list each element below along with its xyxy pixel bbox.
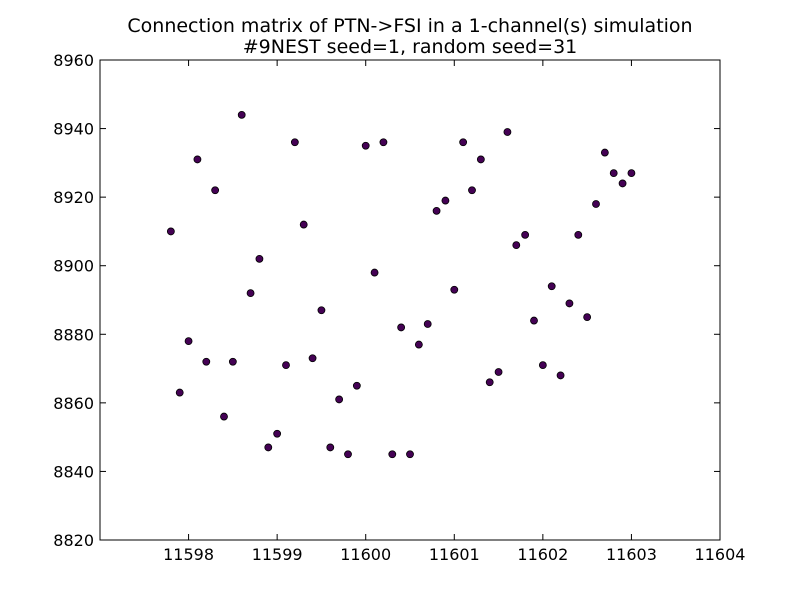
y-tick-label: 8900 — [53, 257, 94, 276]
data-point — [344, 450, 352, 459]
data-point — [175, 388, 184, 397]
x-tick-label: 11598 — [163, 545, 214, 564]
data-point — [450, 285, 459, 294]
data-point — [503, 128, 512, 136]
y-tick-label: 8960 — [53, 51, 94, 70]
data-point — [202, 357, 211, 366]
data-point — [609, 169, 618, 178]
data-point — [476, 155, 485, 164]
data-point — [290, 138, 299, 147]
data-point — [228, 357, 237, 366]
data-point — [299, 220, 308, 229]
data-point — [468, 186, 476, 195]
y-tick-label: 8840 — [53, 462, 94, 481]
data-point — [600, 148, 609, 157]
data-point — [388, 450, 397, 459]
plot-area — [99, 59, 721, 541]
data-point — [184, 337, 193, 346]
data-point — [352, 381, 361, 390]
x-tick-label: 11603 — [606, 545, 657, 564]
data-point — [512, 241, 521, 250]
data-point — [485, 378, 494, 387]
data-point — [441, 196, 450, 205]
x-tick-label: 11602 — [517, 545, 568, 564]
data-point — [521, 230, 530, 239]
x-tick-label: 11600 — [340, 545, 391, 564]
y-tick-label: 8940 — [53, 120, 94, 139]
data-point — [530, 316, 538, 325]
data-point — [220, 412, 228, 421]
data-point — [166, 227, 175, 236]
data-point — [246, 289, 255, 298]
y-tick-label: 8860 — [53, 394, 94, 413]
data-point — [556, 371, 565, 380]
data-point — [583, 313, 592, 322]
data-point — [432, 206, 441, 215]
x-tick-label: 11601 — [429, 545, 480, 564]
data-point — [326, 443, 335, 452]
data-point — [397, 323, 406, 332]
y-tick-label: 8820 — [53, 531, 94, 550]
data-point — [379, 138, 388, 147]
data-point — [317, 306, 326, 315]
data-point — [406, 450, 414, 459]
data-point — [361, 141, 370, 150]
data-point — [255, 254, 264, 263]
chart-subtitle: #9NEST seed=1, random seed=31 — [243, 36, 578, 58]
data-point — [574, 230, 583, 239]
data-point — [211, 186, 220, 195]
data-point — [308, 354, 317, 363]
data-point — [193, 155, 202, 164]
data-point — [627, 169, 636, 178]
data-point — [273, 429, 282, 438]
data-point — [423, 320, 432, 328]
x-tick-label: 11599 — [252, 545, 303, 564]
y-tick-label: 8880 — [53, 325, 94, 344]
data-point — [592, 200, 600, 208]
data-point — [459, 138, 468, 147]
data-point — [282, 361, 290, 370]
data-point — [370, 268, 379, 277]
data-point — [335, 395, 344, 404]
data-point — [565, 299, 574, 308]
data-point — [414, 340, 423, 349]
y-tick-label: 8920 — [53, 188, 94, 207]
data-point — [538, 361, 547, 370]
data-point — [237, 110, 246, 119]
data-point — [264, 443, 273, 452]
data-points — [166, 110, 636, 459]
data-point — [494, 368, 503, 376]
data-point — [547, 282, 556, 291]
x-tick-label: 11604 — [695, 545, 746, 564]
data-point — [618, 179, 627, 188]
axis-ticks: 11598 11599 11600 11601 11602 11603 11604 8820 8… — [53, 51, 745, 564]
chart-title: Connection matrix of PTN->FSI in a 1-cha… — [127, 15, 692, 37]
